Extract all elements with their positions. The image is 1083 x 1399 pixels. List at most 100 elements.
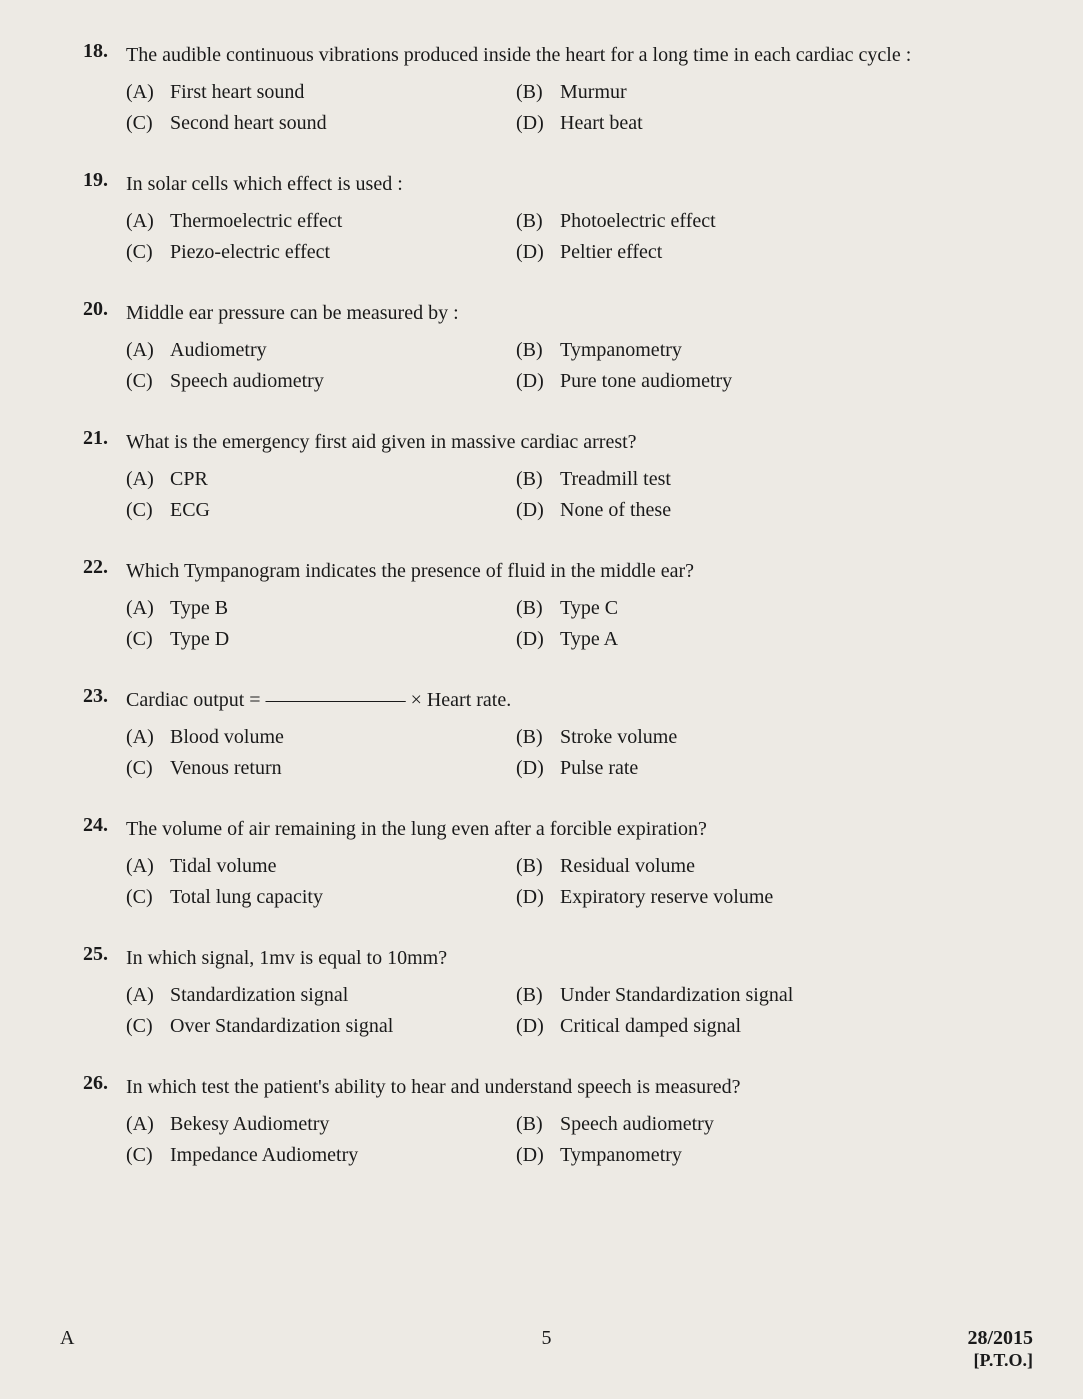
- option-text: ECG: [170, 499, 516, 522]
- option-d: (D)Pulse rate: [516, 757, 1033, 780]
- option-c: (C)Second heart sound: [126, 112, 516, 135]
- option-text: Heart beat: [560, 112, 1033, 135]
- question-23: 23. Cardiac output = ——————— × Heart rat…: [60, 685, 1033, 780]
- option-text: Audiometry: [170, 339, 516, 362]
- option-letter: (C): [126, 241, 170, 264]
- option-letter: (A): [126, 468, 170, 491]
- option-text: Pulse rate: [560, 757, 1033, 780]
- question-number: 20.: [60, 298, 126, 321]
- option-letter: (B): [516, 597, 560, 620]
- option-letter: (A): [126, 597, 170, 620]
- footer-series: A: [60, 1327, 74, 1350]
- option-text: Speech audiometry: [170, 370, 516, 393]
- option-b: (B)Speech audiometry: [516, 1113, 1033, 1136]
- question-options: (A)Audiometry (B)Tympanometry (C)Speech …: [60, 339, 1033, 393]
- option-text: Standardization signal: [170, 984, 516, 1007]
- option-letter: (B): [516, 210, 560, 233]
- question-options: (A)First heart sound (B)Murmur (C)Second…: [60, 81, 1033, 135]
- option-text: Blood volume: [170, 726, 516, 749]
- footer-page-number: 5: [542, 1327, 552, 1350]
- option-text: Stroke volume: [560, 726, 1033, 749]
- option-b: (B)Tympanometry: [516, 339, 1033, 362]
- option-a: (A)First heart sound: [126, 81, 516, 104]
- option-d: (D)Peltier effect: [516, 241, 1033, 264]
- option-d: (D)Critical damped signal: [516, 1015, 1033, 1038]
- question-text: The audible continuous vibrations produc…: [126, 40, 1033, 71]
- option-c: (C)Venous return: [126, 757, 516, 780]
- question-number: 25.: [60, 943, 126, 966]
- option-letter: (B): [516, 339, 560, 362]
- option-a: (A)Type B: [126, 597, 516, 620]
- question-24: 24. The volume of air remaining in the l…: [60, 814, 1033, 909]
- option-text: Venous return: [170, 757, 516, 780]
- option-d: (D)Expiratory reserve volume: [516, 886, 1033, 909]
- option-letter: (C): [126, 1015, 170, 1038]
- question-number: 22.: [60, 556, 126, 579]
- question-options: (A)Thermoelectric effect (B)Photoelectri…: [60, 210, 1033, 264]
- option-letter: (B): [516, 984, 560, 1007]
- question-text: In which test the patient's ability to h…: [126, 1072, 1033, 1103]
- option-text: Type B: [170, 597, 516, 620]
- option-text: Residual volume: [560, 855, 1033, 878]
- option-letter: (A): [126, 1113, 170, 1136]
- question-number: 18.: [60, 40, 126, 63]
- option-text: Treadmill test: [560, 468, 1033, 491]
- option-text: Pure tone audiometry: [560, 370, 1033, 393]
- footer-pto: [P.T.O.]: [967, 1350, 1033, 1371]
- option-b: (B)Photoelectric effect: [516, 210, 1033, 233]
- question-text: The volume of air remaining in the lung …: [126, 814, 1033, 845]
- option-letter: (A): [126, 855, 170, 878]
- option-text: Total lung capacity: [170, 886, 516, 909]
- question-options: (A)Blood volume (B)Stroke volume (C)Veno…: [60, 726, 1033, 780]
- option-a: (A)Audiometry: [126, 339, 516, 362]
- option-a: (A)Tidal volume: [126, 855, 516, 878]
- option-text: Critical damped signal: [560, 1015, 1033, 1038]
- option-text: Type D: [170, 628, 516, 651]
- option-letter: (A): [126, 339, 170, 362]
- option-c: (C)Type D: [126, 628, 516, 651]
- option-b: (B)Residual volume: [516, 855, 1033, 878]
- option-letter: (D): [516, 757, 560, 780]
- option-b: (B)Treadmill test: [516, 468, 1033, 491]
- question-22: 22. Which Tympanogram indicates the pres…: [60, 556, 1033, 651]
- footer-code: 28/2015: [967, 1327, 1033, 1350]
- option-b: (B)Stroke volume: [516, 726, 1033, 749]
- option-text: Speech audiometry: [560, 1113, 1033, 1136]
- option-b: (B)Under Standardization signal: [516, 984, 1033, 1007]
- option-letter: (D): [516, 112, 560, 135]
- option-d: (D)Type A: [516, 628, 1033, 651]
- option-d: (D)Tympanometry: [516, 1144, 1033, 1167]
- question-text: What is the emergency first aid given in…: [126, 427, 1033, 458]
- question-text: Which Tympanogram indicates the presence…: [126, 556, 1033, 587]
- question-number: 19.: [60, 169, 126, 192]
- option-a: (A)Bekesy Audiometry: [126, 1113, 516, 1136]
- question-text: In which signal, 1mv is equal to 10mm?: [126, 943, 1033, 974]
- question-25: 25. In which signal, 1mv is equal to 10m…: [60, 943, 1033, 1038]
- option-text: Type C: [560, 597, 1033, 620]
- option-a: (A)Blood volume: [126, 726, 516, 749]
- option-text: Tidal volume: [170, 855, 516, 878]
- option-letter: (C): [126, 370, 170, 393]
- option-text: Tympanometry: [560, 339, 1033, 362]
- option-letter: (D): [516, 1144, 560, 1167]
- option-text: Murmur: [560, 81, 1033, 104]
- option-text: Tympanometry: [560, 1144, 1033, 1167]
- option-text: Peltier effect: [560, 241, 1033, 264]
- option-letter: (C): [126, 886, 170, 909]
- option-c: (C)Impedance Audiometry: [126, 1144, 516, 1167]
- option-text: Photoelectric effect: [560, 210, 1033, 233]
- question-options: (A)CPR (B)Treadmill test (C)ECG (D)None …: [60, 468, 1033, 522]
- option-c: (C)ECG: [126, 499, 516, 522]
- option-c: (C)Piezo-electric effect: [126, 241, 516, 264]
- option-text: Second heart sound: [170, 112, 516, 135]
- option-text: Expiratory reserve volume: [560, 886, 1033, 909]
- option-text: CPR: [170, 468, 516, 491]
- question-options: (A)Standardization signal (B)Under Stand…: [60, 984, 1033, 1038]
- question-21: 21. What is the emergency first aid give…: [60, 427, 1033, 522]
- exam-page: 18. The audible continuous vibrations pr…: [0, 0, 1083, 1399]
- option-letter: (B): [516, 1113, 560, 1136]
- option-letter: (A): [126, 726, 170, 749]
- question-options: (A)Tidal volume (B)Residual volume (C)To…: [60, 855, 1033, 909]
- question-number: 23.: [60, 685, 126, 708]
- footer-right: 28/2015 [P.T.O.]: [967, 1327, 1033, 1371]
